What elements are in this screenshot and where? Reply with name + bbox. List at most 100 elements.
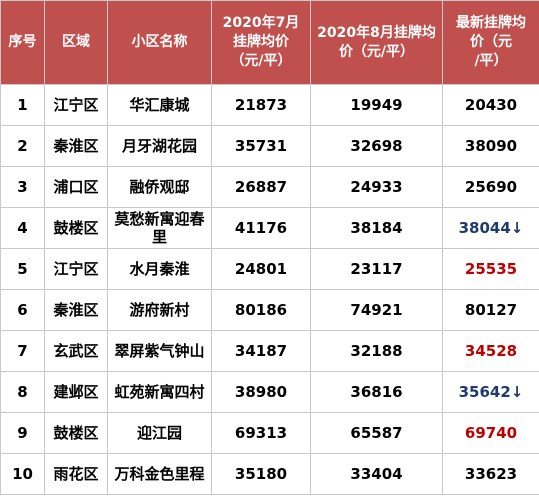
latest-price-cell: 38044↓ <box>442 207 539 249</box>
community-name-line: 月牙湖花园 <box>121 137 197 155</box>
community-name-line: 融侨观邸 <box>129 178 190 196</box>
august-price-cell: 32188 <box>310 330 443 372</box>
row-number-cell: 7 <box>0 330 45 372</box>
latest-price-value: 25535 <box>464 260 518 278</box>
latest-price-value: 35642 <box>458 383 511 401</box>
table-row: 1 江宁区 华汇康城 21873 19949 20430 <box>0 84 539 126</box>
community-name-cell: 迎江园 <box>107 412 212 454</box>
latest-price-value: 34528 <box>464 342 518 360</box>
july-price-cell: 41176 <box>211 207 311 249</box>
header-latest-line: 最新挂牌均 <box>456 15 526 31</box>
header-jul: 2020年7月 挂牌均价 （元/平） <box>211 0 311 85</box>
latest-price-cell: 33623 <box>442 453 539 495</box>
community-name-cell: 万科金色里程 <box>107 453 212 495</box>
header-aug-line: 2020年8月挂牌均 <box>317 24 436 41</box>
row-number-cell: 4 <box>0 207 45 249</box>
latest-price-cell: 69740 <box>442 412 539 454</box>
community-name-cell: 虹苑新寓四村 <box>107 371 212 413</box>
latest-price-value: 80127 <box>464 301 518 319</box>
table-row: 2 秦淮区 月牙湖花园 35731 32698 38090 <box>0 125 539 167</box>
district-cell: 鼓楼区 <box>44 412 108 454</box>
header-aug-line: 价（元/平） <box>338 43 415 60</box>
table-row: 7 玄武区 翠屏紫气钟山 34187 32188 34528 <box>0 330 539 372</box>
august-price-cell: 19949 <box>310 84 443 126</box>
table-row: 8 建邺区 虹苑新寓四村 38980 36816 35642↓ <box>0 371 539 413</box>
district-cell: 秦淮区 <box>44 289 108 331</box>
header-latest: 最新挂牌均 价（元 /平） <box>442 0 539 85</box>
district-cell: 浦口区 <box>44 166 108 208</box>
community-name-line: 莫愁新寓迎春 <box>114 210 205 228</box>
community-name-cell: 游府新村 <box>107 289 212 331</box>
table-row: 6 秦淮区 游府新村 80186 74921 80127 <box>0 289 539 331</box>
header-row: 序号 区域 小区名称 2020年7月 挂牌均价 （元/平） 2020年8月挂牌均… <box>0 0 539 85</box>
table-body: 1 江宁区 华汇康城 21873 19949 20430 2 秦淮区 月牙湖花园 35731 326… <box>0 84 539 495</box>
header-latest-line: 价（元 <box>470 34 512 50</box>
row-number-cell: 5 <box>0 248 45 290</box>
community-name-cell: 融侨观邸 <box>107 166 212 208</box>
district-cell: 雨花区 <box>44 453 108 495</box>
header-latest-line: /平） <box>474 53 508 69</box>
community-name-line: 万科金色里程 <box>114 465 205 483</box>
community-name-line: 翠屏紫气钟山 <box>114 342 205 360</box>
community-name-cell: 月牙湖花园 <box>107 125 212 167</box>
august-price-cell: 36816 <box>310 371 443 413</box>
row-number-cell: 3 <box>0 166 45 208</box>
community-name-cell: 翠屏紫气钟山 <box>107 330 212 372</box>
header-jul-line: （元/平） <box>230 53 292 69</box>
row-number-cell: 9 <box>0 412 45 454</box>
latest-price-cell: 38090 <box>442 125 539 167</box>
header-name: 小区名称 <box>107 0 212 85</box>
latest-price-value: 33623 <box>464 465 518 483</box>
table-row: 5 江宁区 水月秦淮 24801 23117 25535 <box>0 248 539 290</box>
table-row: 10 雨花区 万科金色里程 35180 33404 33623 <box>0 453 539 495</box>
district-cell: 鼓楼区 <box>44 207 108 249</box>
july-price-cell: 69313 <box>211 412 311 454</box>
latest-price-value: 20430 <box>464 96 518 114</box>
august-price-cell: 65587 <box>310 412 443 454</box>
july-price-cell: 80186 <box>211 289 311 331</box>
july-price-cell: 24801 <box>211 248 311 290</box>
july-price-cell: 38980 <box>211 371 311 413</box>
down-arrow-icon: ↓ <box>510 383 524 401</box>
row-number-cell: 8 <box>0 371 45 413</box>
july-price-cell: 34187 <box>211 330 311 372</box>
table-row: 3 浦口区 融侨观邸 26887 24933 25690 <box>0 166 539 208</box>
august-price-cell: 32698 <box>310 125 443 167</box>
latest-price-cell: 34528 <box>442 330 539 372</box>
header-no: 序号 <box>0 0 45 85</box>
august-price-cell: 33404 <box>310 453 443 495</box>
community-name-line: 华汇康城 <box>129 96 190 114</box>
down-arrow-icon: ↓ <box>510 219 524 237</box>
latest-price-value: 38044 <box>458 219 511 237</box>
july-price-cell: 35180 <box>211 453 311 495</box>
community-name-line: 游府新村 <box>129 301 190 319</box>
row-number-cell: 1 <box>0 84 45 126</box>
district-cell: 玄武区 <box>44 330 108 372</box>
header-aug: 2020年8月挂牌均 价（元/平） <box>310 0 443 85</box>
latest-price-value: 69740 <box>464 424 518 442</box>
august-price-cell: 24933 <box>310 166 443 208</box>
community-name-line: 水月秦淮 <box>129 260 190 278</box>
community-name-cell: 华汇康城 <box>107 84 212 126</box>
district-cell: 建邺区 <box>44 371 108 413</box>
community-name-cell: 莫愁新寓迎春里 <box>107 207 212 249</box>
latest-price-value: 38090 <box>464 137 518 155</box>
latest-price-cell: 80127 <box>442 289 539 331</box>
august-price-cell: 23117 <box>310 248 443 290</box>
row-number-cell: 6 <box>0 289 45 331</box>
table-row: 9 鼓楼区 迎江园 69313 65587 69740 <box>0 412 539 454</box>
header-jul-line: 2020年7月 <box>222 15 300 31</box>
row-number-cell: 2 <box>0 125 45 167</box>
community-name-line: 虹苑新寓四村 <box>114 383 205 401</box>
latest-price-cell: 25690 <box>442 166 539 208</box>
district-cell: 江宁区 <box>44 248 108 290</box>
latest-price-cell: 35642↓ <box>442 371 539 413</box>
latest-price-value: 25690 <box>464 178 518 196</box>
july-price-cell: 26887 <box>211 166 311 208</box>
latest-price-cell: 20430 <box>442 84 539 126</box>
header-jul-line: 挂牌均价 <box>233 34 289 50</box>
july-price-cell: 21873 <box>211 84 311 126</box>
table-row: 4 鼓楼区 莫愁新寓迎春里 41176 38184 38044↓ <box>0 207 539 249</box>
community-name-cell: 水月秦淮 <box>107 248 212 290</box>
